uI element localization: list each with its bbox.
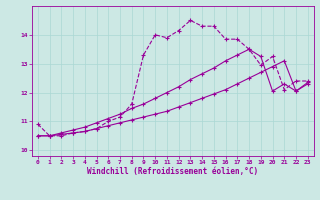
- X-axis label: Windchill (Refroidissement éolien,°C): Windchill (Refroidissement éolien,°C): [87, 167, 258, 176]
